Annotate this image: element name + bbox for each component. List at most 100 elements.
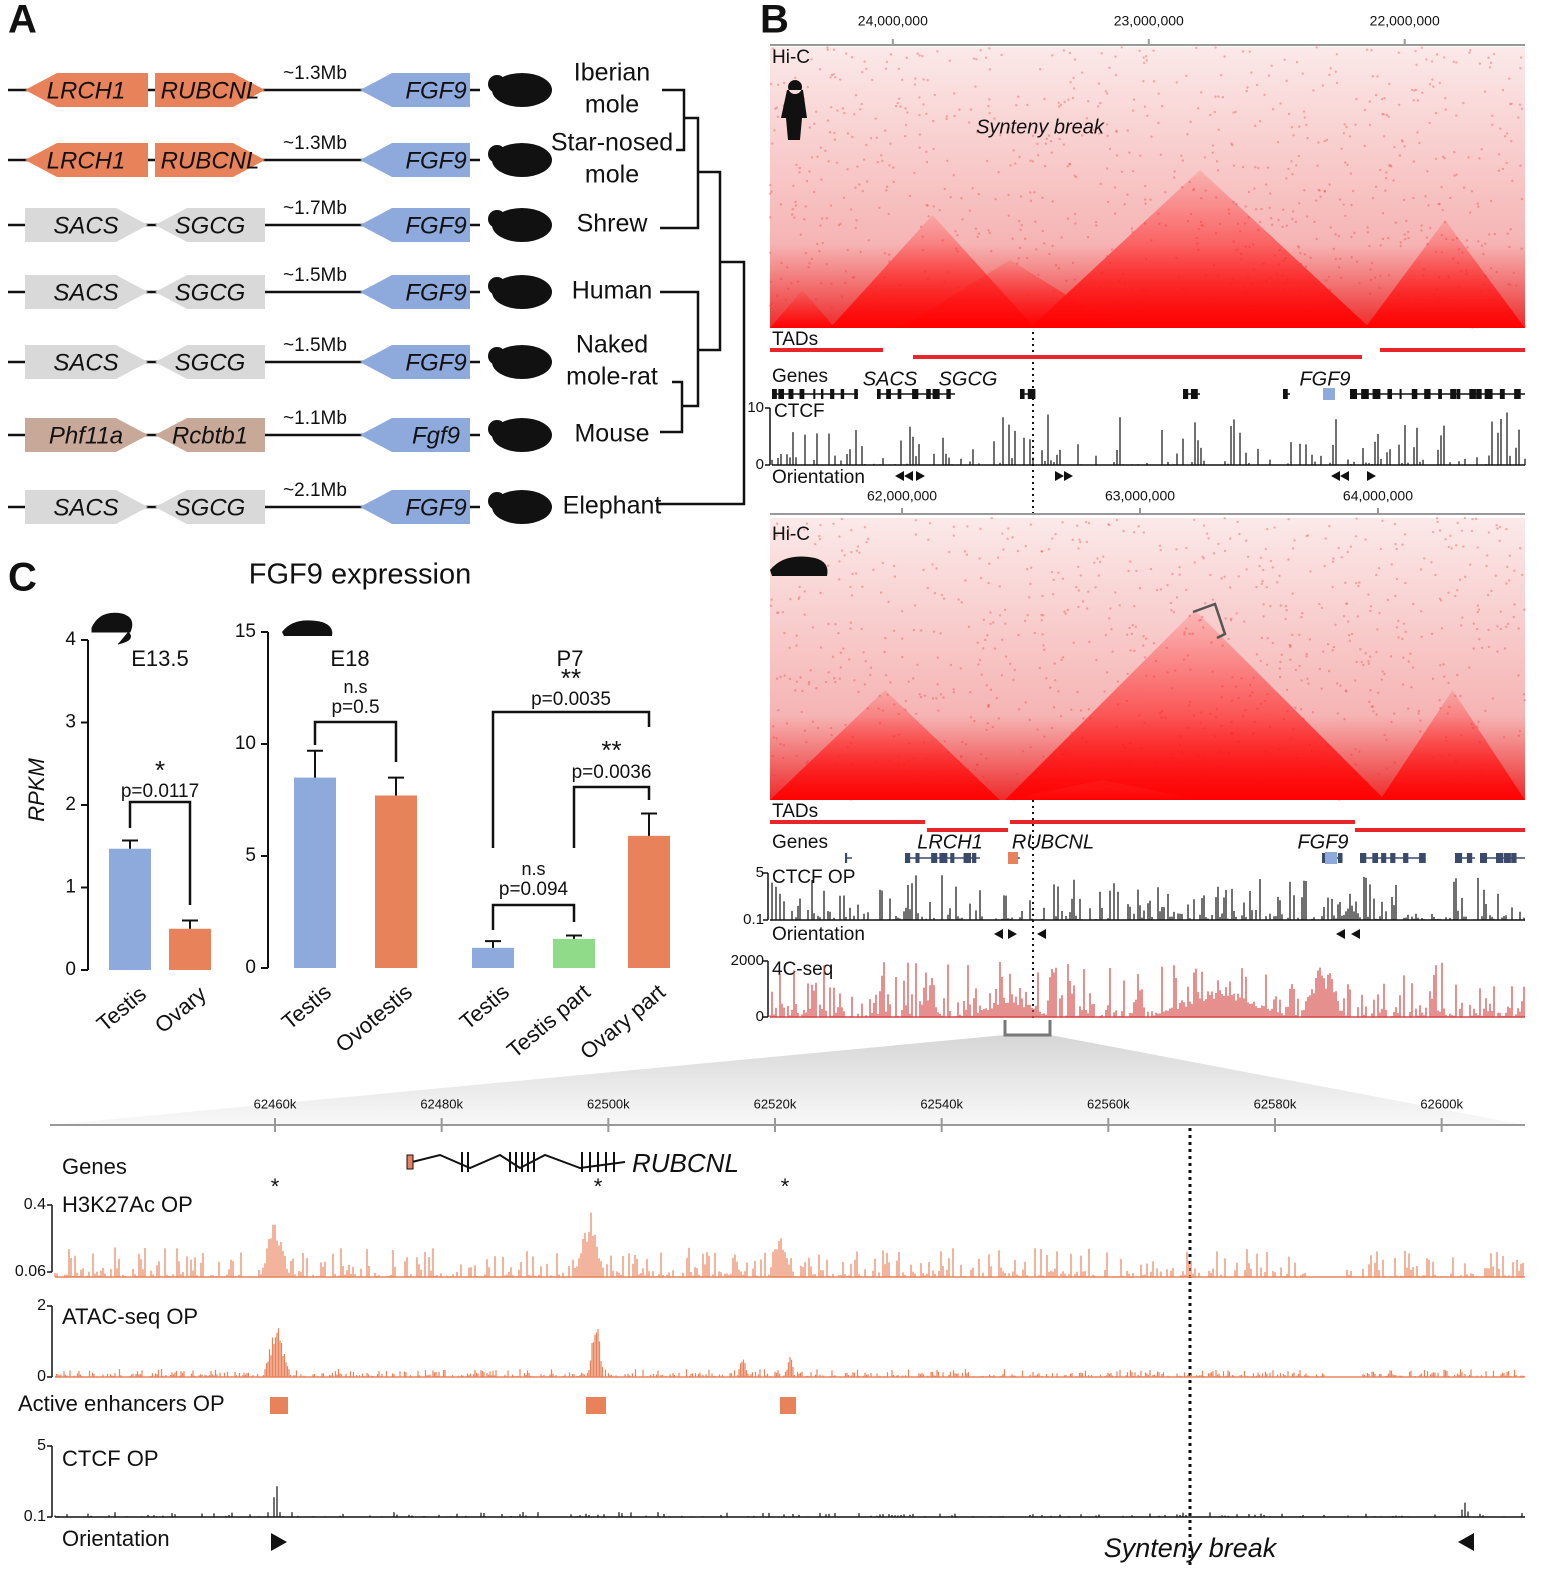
hic-speckle [803, 528, 806, 531]
hic-speckle [1041, 594, 1044, 598]
gene-arrow [155, 143, 265, 177]
hic-speckle [829, 204, 833, 207]
hic-speckle [1374, 573, 1378, 577]
significance-bracket [128, 800, 192, 905]
hic-speckle [1234, 110, 1237, 114]
hic-speckle [1111, 650, 1114, 653]
gene-label: SACS [53, 494, 118, 521]
hic-speckle [773, 57, 776, 60]
hic-speckle [1018, 246, 1022, 250]
hic-speckle [1273, 526, 1276, 529]
hic-speckle [1521, 573, 1524, 577]
hic-speckle [1368, 100, 1372, 103]
hic-speckle [1149, 567, 1153, 571]
hic-speckle [1289, 645, 1292, 649]
hic-speckle [1450, 547, 1453, 550]
animal-silhouette [492, 143, 552, 177]
hic-speckle [1029, 159, 1032, 162]
hic-speckle [965, 553, 969, 556]
hic-speckle [1350, 256, 1353, 259]
hic-speckle [1489, 61, 1493, 65]
hic-speckle [1227, 637, 1230, 641]
hic-speckle [768, 304, 772, 307]
hic-speckle [781, 611, 784, 614]
hic-speckle [1394, 221, 1398, 224]
hic-speckle [1231, 143, 1234, 147]
gene-arrow [360, 143, 470, 177]
hic-speckle [918, 96, 921, 99]
hic-speckle [805, 522, 809, 525]
hic-speckle [1232, 111, 1235, 114]
y-tick-label: 5 [245, 845, 256, 866]
hic-speckle [1364, 538, 1367, 541]
hic-speckle [1131, 623, 1135, 627]
hic-speckle [1499, 127, 1502, 130]
hic-speckle [918, 133, 922, 136]
hic-speckle [781, 779, 784, 782]
hic-speckle [1506, 565, 1509, 569]
hic-speckle [1015, 772, 1019, 776]
hic-speckle [1150, 135, 1153, 138]
hic-speckle [812, 190, 816, 194]
hic-speckle [863, 683, 867, 686]
hic-speckle [1463, 516, 1467, 520]
hic-speckle [818, 249, 821, 253]
hic-speckle [1071, 96, 1075, 100]
hic-speckle [1247, 190, 1251, 194]
hic-speckle [828, 131, 832, 134]
hic-speckle [769, 82, 773, 86]
hic-speckle [1041, 633, 1044, 636]
hic-speckle [1339, 257, 1342, 261]
hic-speckle [1051, 592, 1055, 596]
hic-speckle [1007, 193, 1010, 197]
hic-speckle [1048, 252, 1051, 256]
hic-speckle [1211, 598, 1215, 601]
chart-title: FGF9 expression [249, 559, 471, 591]
hic-speckle [1271, 108, 1275, 111]
hic-speckle [856, 165, 859, 168]
track-tick-label: 0.06 [15, 1263, 46, 1280]
hic-speckle [1181, 159, 1185, 162]
hic-speckle [1034, 220, 1037, 223]
track-label: CTCF OP [62, 1446, 159, 1471]
hic-speckle [1008, 662, 1012, 666]
hic-speckle [1260, 582, 1263, 586]
hic-speckle [1460, 529, 1464, 533]
hic-speckle [1106, 134, 1109, 138]
gene-exon [1387, 389, 1393, 399]
hic-speckle [849, 585, 852, 589]
hic-speckle [1297, 125, 1301, 128]
gene-exon [840, 389, 845, 399]
hic-speckle [1000, 53, 1003, 57]
hic-speckle [1301, 72, 1304, 75]
hic-speckle [819, 224, 822, 227]
hic-speckle [1149, 198, 1152, 201]
hic-speckle [1094, 585, 1097, 589]
hic-speckle [1400, 139, 1404, 142]
hic-speckle [1343, 718, 1346, 721]
p-value: p=0.0035 [531, 689, 611, 710]
hic-speckle [919, 629, 923, 632]
hic-speckle [1016, 549, 1020, 553]
hic-speckle [1363, 144, 1366, 148]
hic-speckle [1477, 240, 1480, 243]
hic-speckle [1374, 185, 1378, 188]
hic-speckle [811, 626, 815, 629]
hic-speckle [1314, 199, 1318, 202]
gene-exon [788, 389, 794, 399]
hic-speckle [1061, 577, 1065, 581]
hic-speckle [851, 276, 855, 279]
hic-speckle [885, 60, 889, 64]
hic-speckle [1035, 248, 1038, 251]
hic-speckle [1344, 581, 1347, 585]
hic-speckle [818, 534, 821, 538]
orientation-marks [271, 471, 1474, 1551]
hic-speckle [1306, 677, 1309, 680]
hic-speckle [1024, 701, 1027, 704]
gene-label: FGF9 [405, 349, 466, 376]
gene-arrow [25, 345, 148, 379]
hic-speckle [844, 270, 848, 273]
p-value: p=0.094 [499, 879, 569, 900]
panel-label: A [8, 0, 37, 42]
hic-speckle [1266, 166, 1270, 169]
